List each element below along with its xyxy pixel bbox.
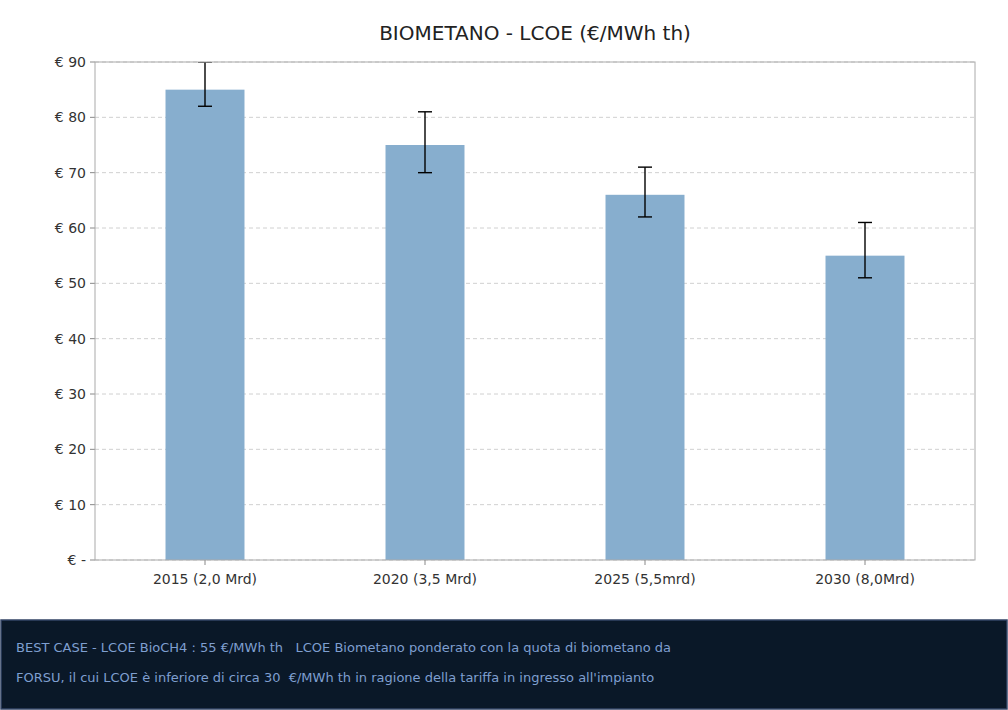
y-tick: [90, 117, 95, 118]
y-tick-label: € 70: [55, 165, 86, 181]
y-tick: [90, 449, 95, 450]
y-tick-label: € 10: [55, 497, 86, 513]
y-tick-label: € 40: [55, 331, 86, 347]
y-tick: [90, 560, 95, 561]
y-axis: € - € 10 € 20 € 30 € 40 € 50 € 60 € 70 € 80 € 90: [55, 54, 95, 568]
bar: [166, 90, 245, 560]
annotation: BEST CASE - LCOE BioCH4 : 55 €/MWh th LC…: [16, 640, 671, 655]
error-bar: [198, 62, 212, 106]
error-bar-stem: [424, 112, 425, 173]
y-tick: [90, 394, 95, 395]
error-bar-cap: [638, 166, 652, 167]
x-tick: [205, 560, 206, 565]
x-tick-label: 2020 (3,5 Mrd): [373, 571, 477, 587]
footer-box: [1, 620, 1007, 709]
y-tick-label: € 30: [55, 386, 86, 402]
annotation: FORSU, il cui LCOE è inferiore di circa …: [16, 670, 654, 685]
y-tick-label: € 20: [55, 441, 86, 457]
background: [0, 0, 1008, 710]
x-tick-label: 2015 (2,0 Mrd): [153, 571, 257, 587]
title: BIOMETANO - LCOE (€/MWh th): [379, 21, 691, 45]
bar: [606, 195, 685, 560]
y-tick: [90, 338, 95, 339]
x-axis: 2015 (2,0 Mrd) 2020 (3,5 Mrd) 2025 (5,5mrd…: [153, 560, 915, 587]
error-bar: [858, 222, 872, 277]
y-tick-label: € -: [68, 552, 86, 568]
y-tick: [90, 62, 95, 63]
error-bar-cap: [418, 172, 432, 173]
y-tick: [90, 504, 95, 505]
error-bar-stem: [864, 222, 865, 277]
bars: [166, 62, 905, 560]
error-bar-stem: [204, 62, 205, 106]
bar: [386, 145, 465, 560]
x-tick: [865, 560, 866, 565]
page: {"chart_data": {"type": "bar", "title": …: [0, 0, 1008, 710]
grid: [95, 62, 975, 560]
error-bar-cap: [858, 222, 872, 223]
y-tick-label: € 60: [55, 220, 86, 236]
error-bar: [418, 112, 432, 173]
plot-frame: [95, 62, 975, 560]
x-tick: [645, 560, 646, 565]
y-tick-label: € 90: [55, 54, 86, 70]
error-bar-cap: [418, 111, 432, 112]
y-tick-label: € 50: [55, 275, 86, 291]
bar: [826, 256, 905, 560]
error-bar-cap: [858, 277, 872, 278]
error-bar-stem: [644, 167, 645, 217]
error-bar: [638, 167, 652, 217]
error-bar-cap: [638, 216, 652, 217]
x-tick: [425, 560, 426, 565]
x-tick-label: 2030 (8,0Mrd): [815, 571, 915, 587]
y-tick-label: € 80: [55, 109, 86, 125]
y-tick: [90, 228, 95, 229]
x-tick-label: 2025 (5,5mrd): [594, 571, 695, 587]
y-tick: [90, 283, 95, 284]
chart: BIOMETANO - LCOE (€/MWh th)€ -€ 10€ 20€ …: [0, 0, 1008, 710]
y-tick: [90, 172, 95, 173]
error-bar-cap: [198, 106, 212, 107]
